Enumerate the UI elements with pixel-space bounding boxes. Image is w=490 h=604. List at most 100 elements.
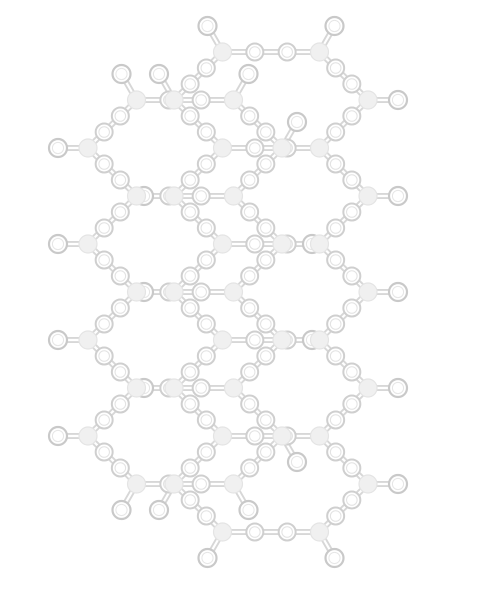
vertex-node bbox=[164, 474, 184, 494]
ring-node-inner bbox=[184, 110, 196, 122]
ring-node-inner bbox=[243, 302, 256, 314]
ring-node-inner bbox=[260, 158, 272, 170]
lattice-bond-inner bbox=[172, 290, 224, 342]
ring-node-inner bbox=[329, 510, 342, 522]
ring-node-inner bbox=[346, 270, 358, 282]
ring-node-inner bbox=[329, 254, 342, 266]
lattice-bond-inner bbox=[232, 290, 284, 342]
vertex-node bbox=[126, 474, 147, 494]
ring-node-inner bbox=[114, 302, 127, 314]
ring-node-inner bbox=[329, 446, 342, 458]
ring-node-inner bbox=[243, 270, 256, 282]
ring-node-inner bbox=[184, 206, 196, 218]
lattice-bond-inner bbox=[172, 482, 224, 534]
lattice-bond-inner bbox=[232, 242, 284, 294]
vertex-node bbox=[164, 378, 184, 398]
terminal-node-inner bbox=[51, 237, 65, 251]
ring-node-inner bbox=[114, 366, 127, 378]
vertex-node bbox=[126, 90, 147, 110]
ring-node-inner bbox=[98, 318, 110, 330]
ring-node-inner bbox=[260, 126, 272, 138]
lattice-bond-inner bbox=[172, 146, 224, 198]
ring-node-inner bbox=[243, 366, 256, 378]
vertex-node bbox=[223, 474, 244, 494]
lattice-bond-inner bbox=[172, 194, 224, 246]
lattice-bond-inner bbox=[172, 386, 224, 438]
ring-node-inner bbox=[114, 462, 127, 474]
ring-node-inner bbox=[260, 414, 272, 426]
terminal-node-inner bbox=[242, 67, 255, 81]
vertex-node bbox=[358, 378, 378, 398]
ring-node-inner bbox=[249, 46, 261, 58]
terminal-node-inner bbox=[51, 429, 65, 443]
ring-node-inner bbox=[249, 238, 261, 250]
ring-node-inner bbox=[200, 318, 213, 330]
ring-node-inner bbox=[200, 62, 213, 74]
lattice-bond-inner bbox=[86, 434, 138, 486]
ring-node-inner bbox=[346, 78, 358, 90]
ring-node-inner bbox=[195, 190, 207, 202]
ring-node-inner bbox=[329, 126, 342, 138]
lattice-bond-inner bbox=[318, 50, 370, 102]
terminal-node-inner bbox=[391, 189, 405, 203]
ring-node-inner bbox=[98, 414, 110, 426]
lattice-bond-inner bbox=[232, 194, 284, 246]
lattice-bond-inner bbox=[318, 194, 370, 246]
vertex-node bbox=[212, 234, 233, 254]
vertex-node bbox=[212, 426, 233, 446]
terminal-node-inner bbox=[51, 141, 65, 155]
ring-node-inner bbox=[243, 110, 256, 122]
terminal-node-inner bbox=[51, 333, 65, 347]
lattice-bond-inner bbox=[318, 482, 370, 534]
vertex-node bbox=[78, 234, 98, 254]
ring-node-inner bbox=[346, 174, 358, 186]
lattice-bond-inner bbox=[232, 338, 284, 390]
ring-node-inner bbox=[98, 126, 110, 138]
ring-node-inner bbox=[200, 158, 213, 170]
vertex-node bbox=[223, 282, 244, 302]
ring-node-inner bbox=[260, 350, 272, 362]
ring-node-inner bbox=[346, 494, 358, 506]
vertex-node bbox=[309, 426, 330, 446]
vertex-node bbox=[223, 186, 244, 206]
lattice-bond-inner bbox=[86, 194, 138, 246]
ring-node-inner bbox=[346, 462, 358, 474]
lattice-bond-inner bbox=[172, 434, 224, 486]
ring-node-inner bbox=[329, 158, 342, 170]
terminal-node-inner bbox=[328, 19, 341, 33]
vertex-node bbox=[164, 186, 184, 206]
vertex-node bbox=[212, 522, 233, 542]
terminal-node-inner bbox=[290, 115, 304, 129]
lattice-bond-inner bbox=[172, 50, 224, 102]
ring-node-inner bbox=[249, 334, 261, 346]
lattice-bond-inner bbox=[318, 242, 370, 294]
ring-node-inner bbox=[98, 222, 110, 234]
lattice-bond-inner bbox=[318, 434, 370, 486]
lattice-bond-inner bbox=[232, 386, 284, 438]
ring-node-inner bbox=[329, 350, 342, 362]
ring-node-inner bbox=[200, 222, 213, 234]
ring-node-inner bbox=[114, 270, 127, 282]
vertex-node bbox=[78, 330, 98, 350]
terminal-node-inner bbox=[391, 285, 405, 299]
ring-node-inner bbox=[249, 142, 261, 154]
ring-node-inner bbox=[114, 110, 127, 122]
lattice-bond-inner bbox=[318, 98, 370, 150]
terminal-node-inner bbox=[201, 19, 214, 33]
ring-node-inner bbox=[184, 462, 196, 474]
ring-node-inner bbox=[346, 398, 358, 410]
ring-node-inner bbox=[260, 254, 272, 266]
lattice-bond-inner bbox=[86, 386, 138, 438]
lattice-bond-inner bbox=[232, 146, 284, 198]
terminal-node-inner bbox=[290, 455, 304, 469]
ring-node-inner bbox=[243, 174, 256, 186]
terminal-node-inner bbox=[201, 551, 214, 565]
vertex-node bbox=[358, 186, 378, 206]
vertex-node bbox=[272, 426, 292, 446]
ring-node-inner bbox=[195, 382, 207, 394]
terminal-node-inner bbox=[115, 503, 128, 517]
ring-node-inner bbox=[184, 366, 196, 378]
ring-node-inner bbox=[184, 494, 196, 506]
ring-node-inner bbox=[249, 430, 261, 442]
lattice-bond-inner bbox=[318, 290, 370, 342]
